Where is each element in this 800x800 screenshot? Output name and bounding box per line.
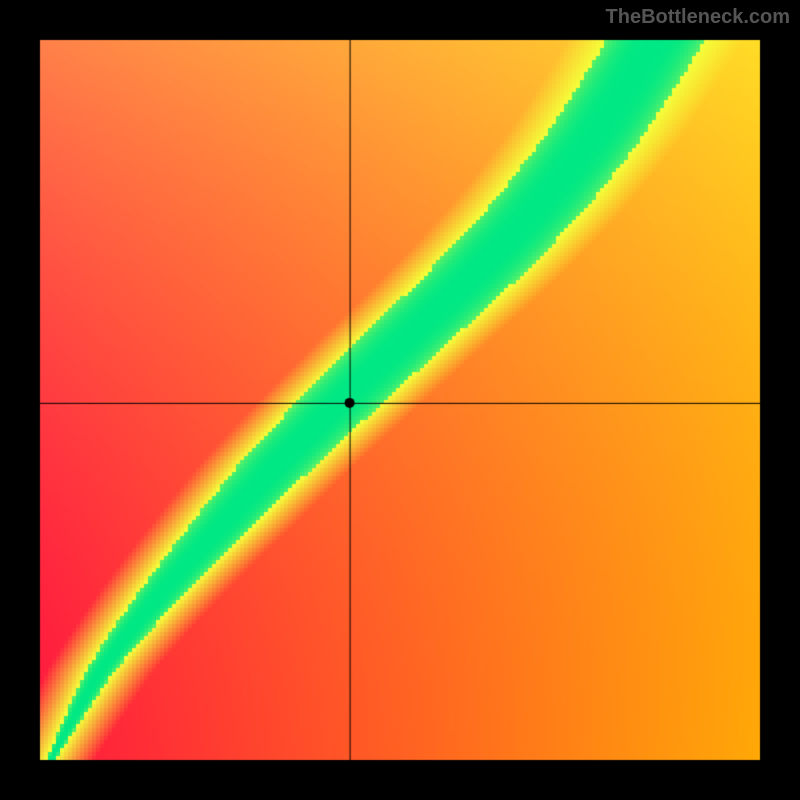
bottleneck-heatmap-canvas [0,0,800,800]
chart-container: TheBottleneck.com [0,0,800,800]
watermark-label: TheBottleneck.com [606,6,790,29]
